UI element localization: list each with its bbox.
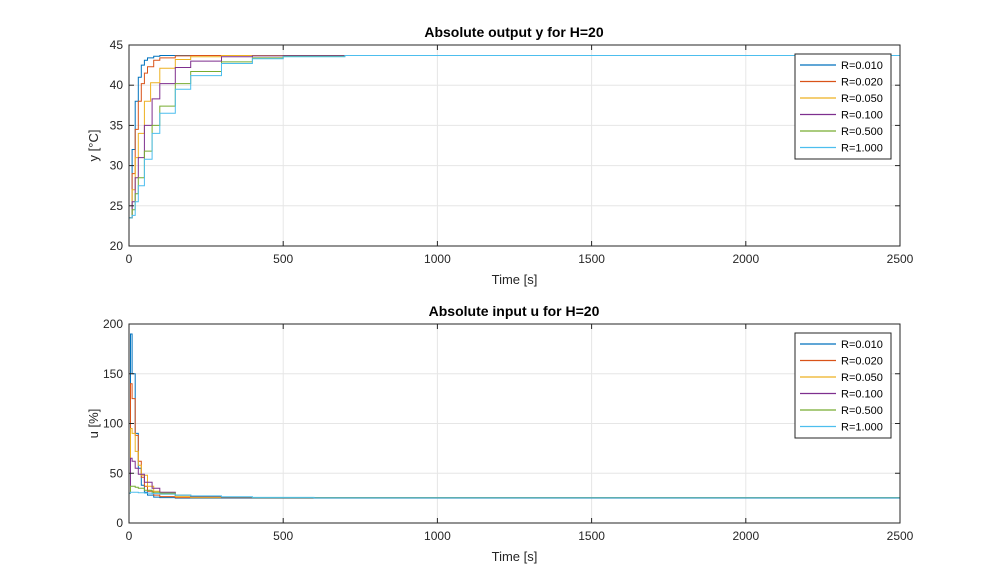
output-plot-y-tick-label: 35	[110, 118, 124, 132]
output-plot-legend-label: R=1.000	[841, 143, 883, 155]
input-plot-series-1	[129, 333, 900, 499]
input-plot-x-tick-label: 1000	[424, 529, 451, 543]
output-plot-title: Absolute output y for H=20	[424, 24, 604, 40]
input-plot-x-tick-label: 2500	[887, 529, 914, 543]
output-plot-legend-box	[794, 53, 892, 160]
input-plot-series	[129, 333, 901, 499]
input-plot-legend-label: R=0.020	[841, 356, 883, 368]
input-plot-legend-label: R=1.000	[841, 422, 883, 434]
output-plot-series	[129, 55, 900, 219]
input-plot-x-label: Time [s]	[492, 549, 538, 564]
output-plot-legend-label: R=0.010	[841, 60, 883, 72]
output-plot-y-tick-label: 30	[110, 159, 124, 173]
input-plot-legend: R=0.010 R=0.020 R=0.050 R=0.100 R=0.500 R=1.0…	[794, 332, 892, 439]
output-plot: Absolute output y for H=20 0 500 1000 1500 2…	[86, 24, 914, 287]
input-plot-series-6	[129, 491, 901, 499]
output-plot-y-ticks: 20 25 30 35 40 45	[110, 38, 900, 253]
output-plot-series-4	[129, 55, 900, 219]
input-plot-legend-label: R=0.100	[841, 389, 883, 401]
output-plot-x-tick-label: 1000	[424, 252, 451, 266]
output-plot-series-6	[129, 55, 900, 219]
input-plot-x-tick-label: 500	[273, 529, 293, 543]
output-plot-x-tick-label: 0	[126, 252, 133, 266]
input-plot-y-tick-label: 0	[116, 516, 123, 530]
input-plot-legend-label: R=0.500	[841, 405, 883, 417]
input-plot-grid	[129, 324, 900, 523]
output-plot-x-tick-label: 2000	[732, 252, 759, 266]
input-plot-x-ticks: 0 500 1000 1500 2000 2500	[126, 324, 914, 543]
input-plot-x-tick-label: 1500	[578, 529, 605, 543]
output-plot-x-tick-label: 2500	[887, 252, 914, 266]
input-plot-y-tick-label: 100	[103, 417, 123, 431]
output-plot-x-label: Time [s]	[492, 272, 538, 287]
input-plot-y-label: u [%]	[86, 409, 101, 439]
output-plot-legend-label: R=0.050	[841, 93, 883, 105]
input-plot-x-tick-label: 0	[126, 529, 133, 543]
output-plot-grid	[129, 45, 900, 246]
output-plot-x-tick-label: 500	[273, 252, 293, 266]
output-plot-y-tick-label: 25	[110, 199, 124, 213]
input-plot-y-tick-label: 150	[103, 367, 123, 381]
output-plot-y-tick-label: 20	[110, 239, 124, 253]
input-plot-series-3	[129, 428, 901, 499]
output-plot-x-tick-label: 1500	[578, 252, 605, 266]
output-plot-x-ticks: 0 500 1000 1500 2000 2500	[126, 45, 914, 266]
output-plot-y-tick-label: 40	[110, 78, 124, 92]
input-plot: Absolute input u for H=20 0 500 1000 1500 20…	[86, 303, 914, 564]
output-plot-legend-label: R=0.020	[841, 77, 883, 89]
input-plot-legend-label: R=0.010	[841, 339, 883, 351]
input-plot-legend-label: R=0.050	[841, 372, 883, 384]
input-plot-y-tick-label: 50	[110, 466, 124, 480]
output-plot-legend: R=0.010 R=0.020 R=0.050 R=0.100 R=0.500 R=1.0…	[794, 53, 892, 160]
output-plot-legend-label: R=0.500	[841, 126, 883, 138]
input-plot-x-tick-label: 2000	[732, 529, 759, 543]
output-plot-y-tick-label: 45	[110, 38, 124, 52]
output-plot-axes-frame	[128, 44, 901, 247]
output-plot-series-2	[129, 55, 900, 219]
input-plot-legend-box	[794, 332, 892, 439]
input-plot-y-tick-label: 200	[103, 317, 123, 331]
output-plot-legend-label: R=0.100	[841, 110, 883, 122]
input-plot-y-ticks: 0 50 100 150 200	[103, 317, 900, 530]
output-plot-y-label: y [°C]	[86, 130, 101, 162]
input-plot-title: Absolute input u for H=20	[429, 303, 600, 319]
